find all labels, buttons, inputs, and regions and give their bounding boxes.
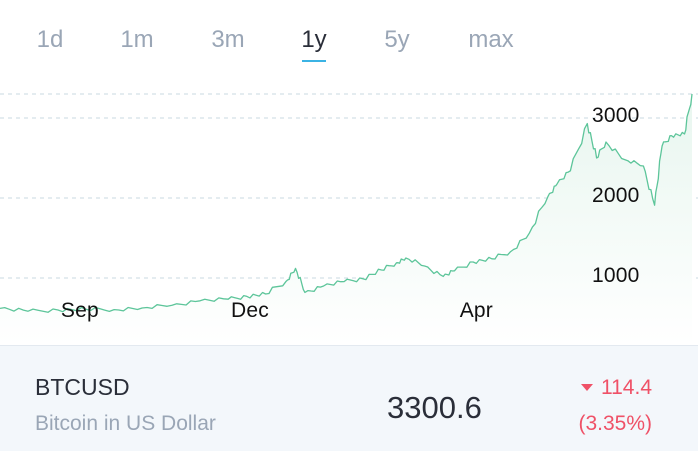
price-area-fill	[0, 94, 692, 345]
y-axis-label: 2000	[592, 184, 640, 207]
x-axis-label: Apr	[459, 299, 493, 322]
current-price: 3300.6	[387, 390, 482, 425]
timeframe-tabs: 1d 1m 3m 1y 5y max	[0, 0, 698, 70]
x-axis-label: Sep	[60, 299, 99, 322]
tab-3m[interactable]: 3m	[211, 26, 245, 53]
tab-max[interactable]: max	[468, 26, 514, 53]
tab-1m[interactable]: 1m	[120, 26, 154, 53]
down-arrow-icon	[581, 384, 593, 391]
x-axis-label: Dec	[231, 299, 270, 322]
price-change-value: 114.4	[601, 376, 652, 399]
price-change-percent: (3.35%)	[578, 412, 652, 435]
price-chart[interactable]: 1000 2000 3000 Sep Dec Apr	[0, 70, 698, 345]
y-axis-label: 3000	[592, 104, 640, 127]
tab-1y[interactable]: 1y	[301, 26, 327, 53]
tab-5y[interactable]: 5y	[384, 26, 410, 53]
price-chart-svg	[0, 93, 698, 345]
y-axis-label: 1000	[592, 264, 640, 287]
ticker-description: Bitcoin in US Dollar	[35, 412, 216, 435]
active-tab-indicator	[302, 60, 326, 62]
price-change: 114.4	[581, 376, 652, 400]
tab-1d[interactable]: 1d	[36, 26, 64, 53]
ticker-info-panel: BTCUSD Bitcoin in US Dollar 3300.6 114.4…	[0, 345, 698, 451]
ticker-symbol: BTCUSD	[35, 374, 130, 400]
price-line	[0, 93, 693, 313]
